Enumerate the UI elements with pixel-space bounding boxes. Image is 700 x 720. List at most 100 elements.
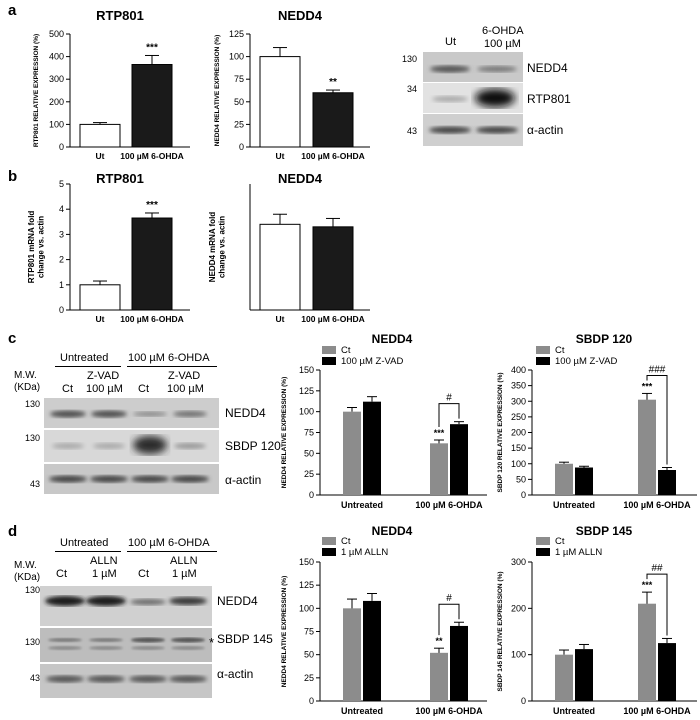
- y-tick-label-2: 200: [511, 603, 526, 613]
- y-tick-label-6: 300: [511, 396, 526, 406]
- significance: ***: [642, 580, 653, 590]
- band-d-sbdp-0b: [48, 646, 82, 650]
- y-tick-label-0: 0: [521, 490, 526, 500]
- blot-c-group-line-1: [55, 366, 121, 367]
- blot-a-mw-1: 34: [406, 84, 417, 94]
- bar-1-0: [638, 399, 656, 495]
- blot-a-protein-0: NEDD4: [527, 61, 568, 75]
- blot-d-lane-3: ALLN: [170, 555, 198, 567]
- y-axis-label: SBDP 120 RELATIVE EXPRESSION (%): [497, 372, 504, 492]
- legend-swatch-1: [322, 357, 336, 365]
- bar-0: [79, 123, 121, 148]
- band-d-actin-1: [87, 675, 125, 683]
- blot-d-lane-0: Ct: [56, 568, 67, 580]
- y-tick-label-5: 125: [299, 580, 314, 590]
- blot-d-sbdp-star: *: [209, 635, 215, 650]
- blot-c-mw-unit: (KDa): [14, 382, 41, 393]
- blot-c-mw-0: 130: [24, 399, 40, 409]
- significance-1: ***: [146, 200, 158, 211]
- blot-d-protein-0: NEDD4: [217, 594, 258, 608]
- bar-0: [259, 56, 301, 148]
- chart-title: NEDD4: [372, 332, 413, 346]
- band-rtp801-ut: [432, 96, 468, 102]
- bar-0-1: [363, 600, 381, 701]
- bar-0-0: [555, 463, 573, 495]
- chart-title: SBDP 145: [576, 524, 633, 538]
- bar-1: [131, 217, 173, 311]
- y-tick-label-2: 50: [304, 650, 314, 660]
- bar-0: [259, 223, 301, 311]
- band-d-sbdp-2a: [131, 637, 165, 643]
- blot-a-mw-2: 43: [406, 126, 417, 136]
- chart-d-nedd4: NEDD4 Ct1 µM ALLN 0 25 50 75 100 125 150 NEDD4 RE…: [281, 524, 487, 716]
- legend-label-1: 1 µM ALLN: [555, 547, 602, 558]
- y-tick-label-4: 200: [511, 428, 526, 438]
- y-tick-label-2: 2: [59, 255, 64, 265]
- y-axis-label: NEDD4 RELATIVE EXPRESSION (%): [281, 576, 288, 687]
- y-tick-label-5: 125: [229, 29, 244, 39]
- y-tick-label-0: 0: [309, 490, 314, 500]
- panel-letter-a: a: [8, 2, 17, 19]
- blot-d-lane-1-dose: 1 µM: [92, 568, 117, 580]
- blot-a-protein-2: α-actin: [527, 123, 564, 137]
- blot-d-group-line-1: [55, 551, 121, 552]
- blot-d-protein-2: α-actin: [217, 667, 254, 681]
- x-tick-label-0: Untreated: [553, 706, 595, 716]
- bar-1-0: [638, 603, 656, 701]
- blot-d-protein-1: SBDP 145: [217, 632, 273, 646]
- comparison-bracket: [646, 374, 668, 465]
- blot-d-mw-0: 130: [24, 585, 40, 595]
- bar-0-0: [343, 411, 361, 495]
- y-axis-label: NEDD4 mRNA foldchange vs. actin: [208, 212, 227, 282]
- y-axis-label: NEDD4 RELATIVE EXPRESSION (%): [214, 35, 221, 146]
- x-tick-label-1: 100 µM 6-OHDA: [415, 706, 483, 716]
- bar-1: [312, 226, 354, 311]
- chart-title: SBDP 120: [576, 332, 633, 346]
- band-d-nedd4-0: [45, 596, 85, 606]
- band-d-sbdp-3a: [171, 637, 205, 643]
- chart-d-sbdp145: SBDP 145 Ct1 µM ALLN 0 100 200 300 SBDP 145 RE…: [497, 524, 697, 716]
- blot-c-lane-0: Ct: [62, 383, 73, 395]
- bar-1: [312, 92, 354, 148]
- y-tick-label-5: 250: [511, 412, 526, 422]
- legend-swatch-0: [536, 537, 550, 545]
- blot-d-group-6ohda: 100 µM 6-OHDA: [128, 537, 210, 549]
- band-c-nedd4-3: [173, 411, 207, 417]
- y-tick-label-4: 400: [49, 52, 64, 62]
- legend-swatch-1: [536, 357, 550, 365]
- y-tick-label-3: 300: [511, 557, 526, 567]
- band-actin-6ohda: [476, 126, 518, 134]
- bar-1-1: [450, 625, 468, 701]
- x-tick-label-0: Untreated: [341, 500, 383, 510]
- x-tick-label-1: 100 µM 6-OHDA: [301, 151, 364, 161]
- y-axis-label: NEDD4 RELATIVE EXPRESSION (%): [281, 377, 288, 488]
- bar-0-1: [363, 401, 381, 495]
- bracket-significance: ##: [651, 563, 663, 574]
- blot-c-protein-2: α-actin: [225, 473, 262, 487]
- band-d-sbdp-3b: [171, 646, 205, 650]
- bracket-significance: ###: [649, 364, 666, 375]
- band-c-actin-0: [49, 475, 87, 483]
- y-tick-label-0: 0: [59, 305, 64, 315]
- blot-c-lane-3: Z-VAD: [168, 370, 201, 382]
- bar-0-0: [555, 654, 573, 701]
- band-d-actin-0: [46, 675, 84, 683]
- chart-a-nedd4: NEDD4 0 25 50 75 100 125 NEDD4 RELATIVE EXPRESS…: [214, 8, 370, 161]
- y-tick-label-4: 100: [229, 52, 244, 62]
- comparison-bracket: [646, 573, 668, 636]
- blot-c-lane-1-dose: 100 µM: [86, 383, 123, 395]
- panel-letter-b: b: [8, 168, 18, 185]
- legend-label-1: 1 µM ALLN: [341, 547, 388, 558]
- x-tick-label-0: Ut: [276, 151, 285, 161]
- y-tick-label-2: 50: [304, 448, 314, 458]
- panel-letter-d: d: [8, 523, 18, 540]
- legend-label-0: Ct: [341, 536, 351, 547]
- blot-c-mw-1: 130: [24, 433, 40, 443]
- band-d-nedd4-3: [169, 597, 207, 605]
- y-tick-label-0: 0: [59, 142, 64, 152]
- bracket-significance: #: [446, 393, 452, 404]
- x-tick-label-0: Ut: [96, 151, 105, 161]
- y-tick-label-4: 4: [59, 204, 64, 214]
- x-tick-label-0: Ut: [96, 314, 105, 324]
